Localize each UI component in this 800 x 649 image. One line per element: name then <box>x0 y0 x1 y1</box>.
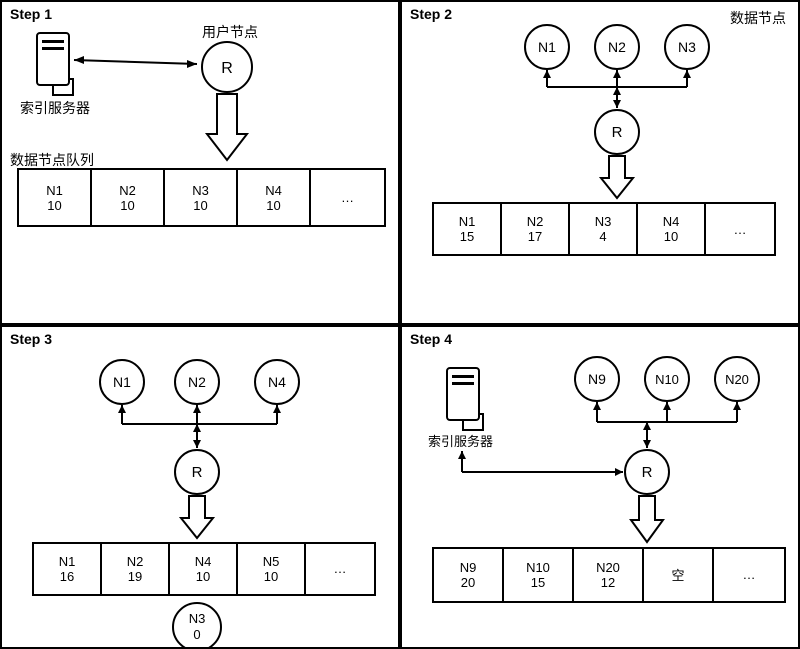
svg-text:R: R <box>642 464 653 481</box>
panel3-svg: N1 N2 N4 R N3 0 <box>2 327 398 648</box>
svg-text:N20: N20 <box>725 372 749 387</box>
panel-step2: Step 2 数据节点 N1 N2 N3 R N115 N217 N34 N41… <box>400 0 800 325</box>
node-r: R <box>221 60 233 77</box>
queue-step3: N116 N219 N410 N510 … <box>32 542 376 596</box>
svg-text:R: R <box>192 464 203 481</box>
svg-text:N9: N9 <box>588 371 606 387</box>
panel-step4: Step 4 索引服务器 N9 N10 N20 R N920 N1015 N20… <box>400 325 800 649</box>
panel-step1: Step 1 索引服务器 用户节点 数据节点队列 R N110 N210 N31… <box>0 0 400 325</box>
panel2-svg: N1 N2 N3 R <box>402 2 798 323</box>
svg-text:N4: N4 <box>268 374 286 390</box>
panel1-svg: R <box>2 2 398 323</box>
svg-text:0: 0 <box>193 627 200 642</box>
svg-text:N3: N3 <box>189 611 206 626</box>
queue-step2: N115 N217 N34 N410 … <box>432 202 776 256</box>
queue-step4: N920 N1015 N2012 空 … <box>432 547 786 603</box>
svg-text:N10: N10 <box>655 372 679 387</box>
svg-text:N1: N1 <box>538 39 556 55</box>
svg-text:N2: N2 <box>188 374 206 390</box>
svg-text:N2: N2 <box>608 39 626 55</box>
queue-step1: N110 N210 N310 N410 … <box>17 168 386 227</box>
panel-step3: Step 3 N1 N2 N4 R N3 0 N116 N219 N410 N5… <box>0 325 400 649</box>
svg-text:R: R <box>612 124 623 141</box>
svg-text:N3: N3 <box>678 39 696 55</box>
svg-text:N1: N1 <box>113 374 131 390</box>
diagram-grid: Step 1 索引服务器 用户节点 数据节点队列 R N110 N210 N31… <box>0 0 800 649</box>
